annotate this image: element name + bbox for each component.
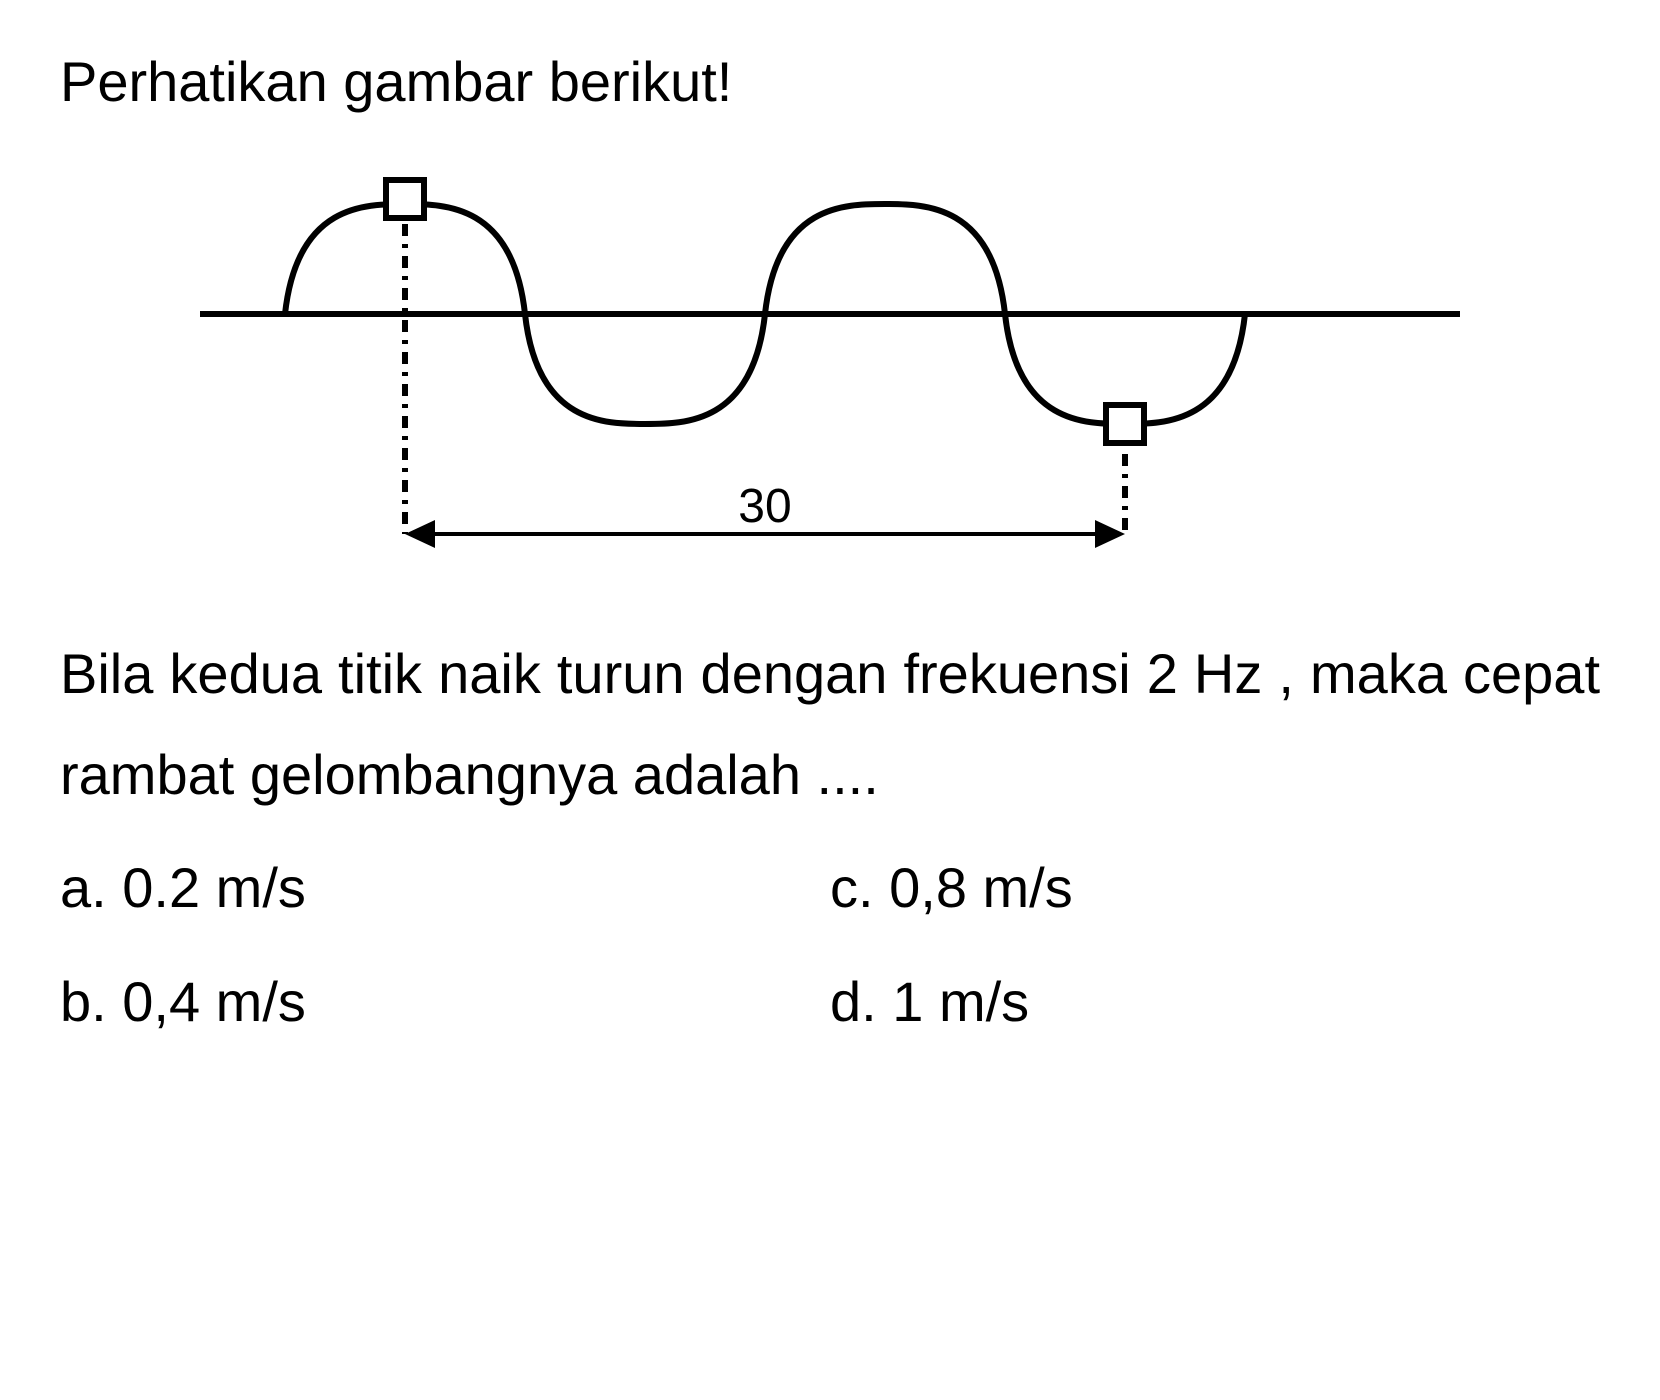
svg-text:30: 30 [738, 480, 791, 533]
question-intro: Perhatikan gambar berikut! [60, 40, 1600, 124]
options-grid: a. 0.2 m/s c. 0,8 m/s b. 0,4 m/s d. 1 m/… [60, 846, 1600, 1044]
wave-diagram: 30 [180, 144, 1480, 584]
option-b: b. 0,4 m/s [60, 960, 830, 1044]
question-body: Bila kedua titik naik turun dengan freku… [60, 624, 1600, 826]
wave-diagram-container: 30 [60, 144, 1600, 584]
option-a: a. 0.2 m/s [60, 846, 830, 930]
option-c: c. 0,8 m/s [830, 846, 1600, 930]
option-d: d. 1 m/s [830, 960, 1600, 1044]
